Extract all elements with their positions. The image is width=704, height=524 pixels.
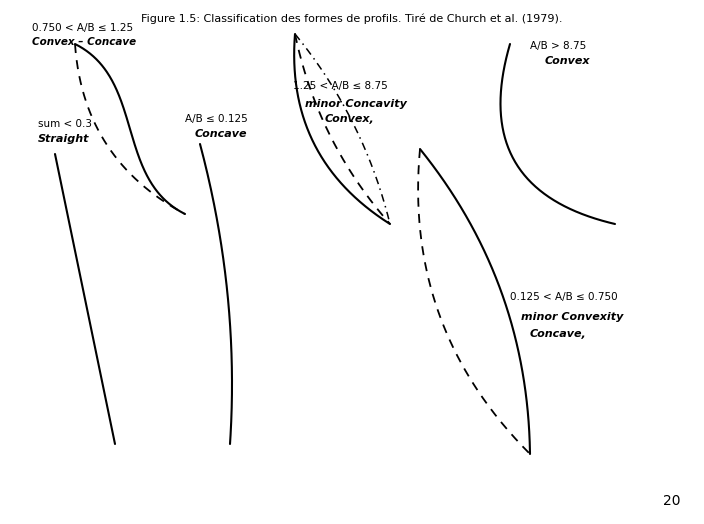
Text: Concave: Concave (195, 129, 248, 139)
Text: A/B > 8.75: A/B > 8.75 (530, 41, 586, 51)
Text: Concave,: Concave, (530, 329, 586, 339)
Text: Convex – Concave: Convex – Concave (32, 37, 136, 47)
Text: A/B ≤ 0.125: A/B ≤ 0.125 (185, 114, 248, 124)
Text: 0.750 < A/B ≤ 1.25: 0.750 < A/B ≤ 1.25 (32, 23, 133, 33)
Text: minor Convexity: minor Convexity (521, 312, 623, 322)
Text: sum < 0.3: sum < 0.3 (38, 119, 92, 129)
Text: Straight: Straight (38, 134, 89, 144)
Text: 1.25 < A/B ≤ 8.75: 1.25 < A/B ≤ 8.75 (293, 81, 388, 91)
Text: Figure 1.5: Classification des formes de profils. Tiré de Church et al. (1979).: Figure 1.5: Classification des formes de… (142, 14, 562, 25)
Text: minor Concavity: minor Concavity (305, 99, 407, 109)
Text: 0.125 < A/B ≤ 0.750: 0.125 < A/B ≤ 0.750 (510, 292, 617, 302)
Text: 20: 20 (663, 494, 681, 508)
Text: Convex,: Convex, (325, 114, 375, 124)
Text: Convex: Convex (545, 56, 591, 66)
